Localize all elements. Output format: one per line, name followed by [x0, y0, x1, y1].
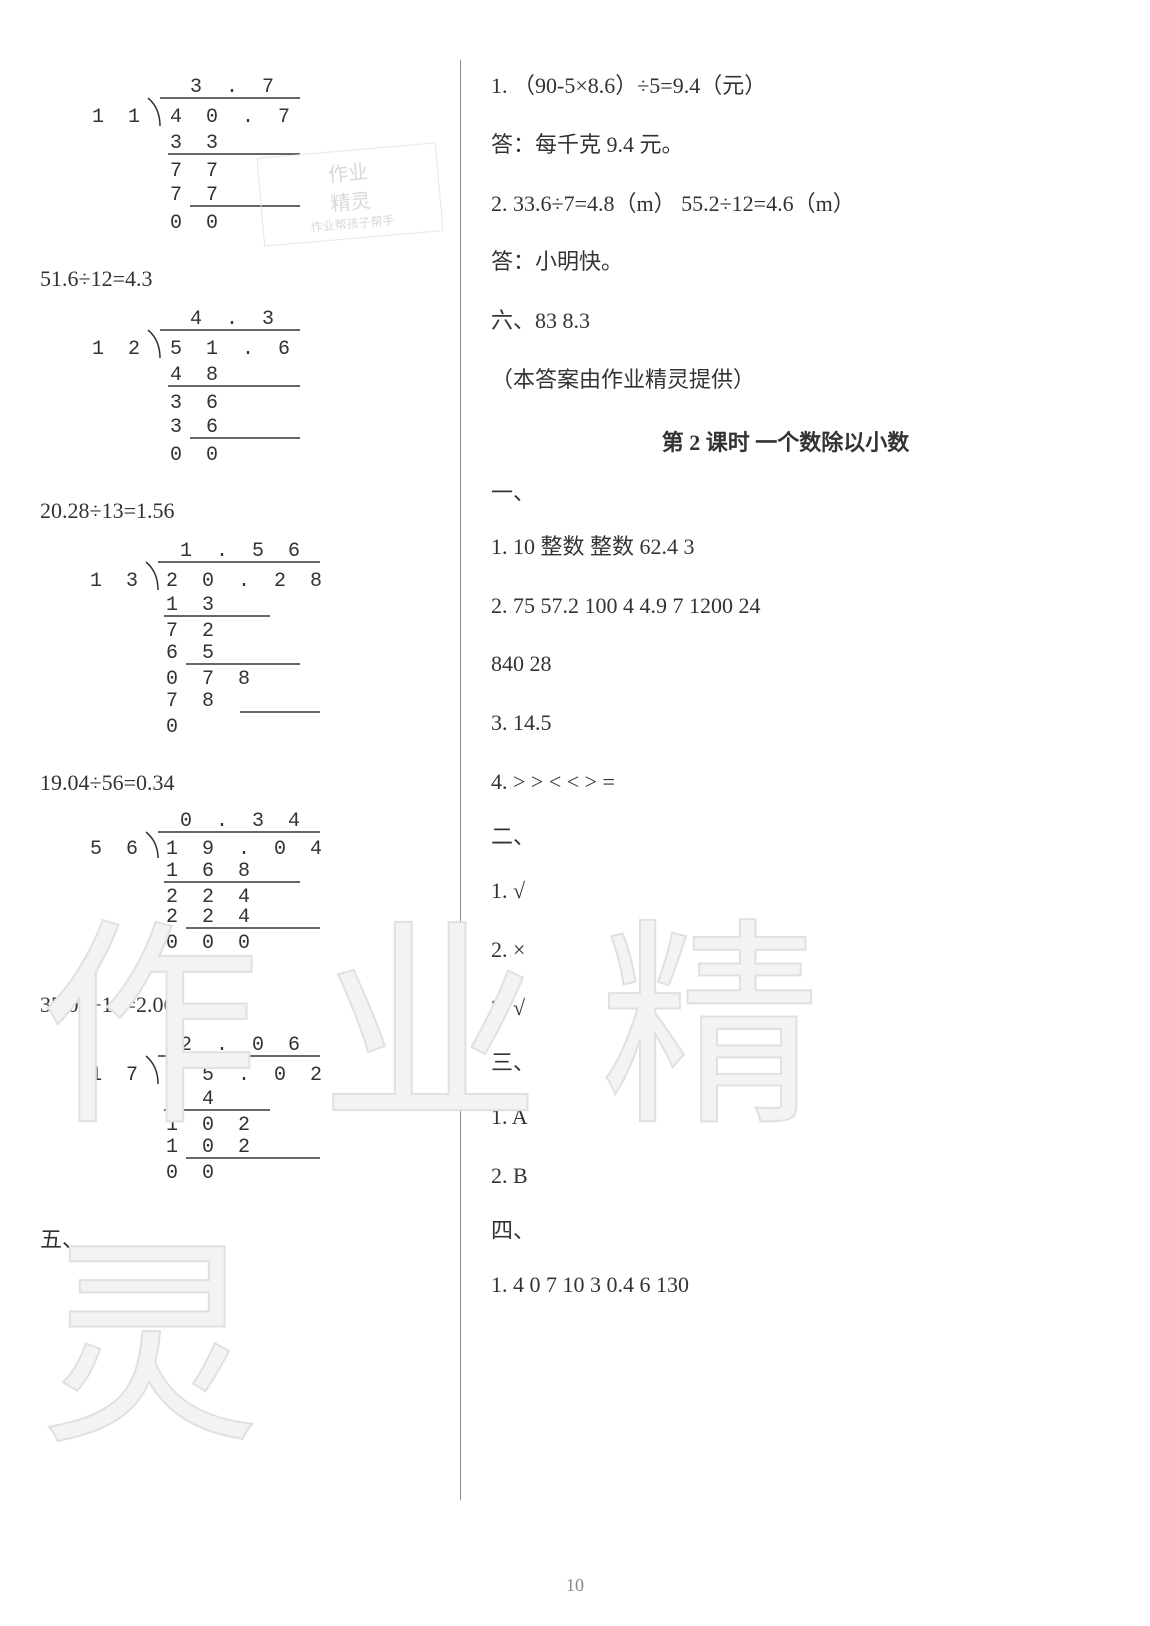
- ld1-quotient: 3 . 7: [190, 76, 280, 99]
- ld3-l4: 7 8: [166, 690, 220, 713]
- page-columns: 3 . 7 1 1 4 0 . 7 3 3 7 7 7 7 0 0 51.6÷1…: [0, 0, 1150, 1540]
- r1: 1. （90-5×8.6）÷5=9.4（元）: [491, 60, 1080, 113]
- long-division-1: 3 . 7 1 1 4 0 . 7 3 3 7 7 7 7 0 0: [40, 68, 320, 248]
- s1-3: 3. 14.5: [491, 697, 1080, 750]
- r5: 六、83 8.3: [491, 295, 1080, 348]
- ld5-l3: 0 0: [166, 1162, 220, 1185]
- ld3-quotient: 1 . 5 6: [180, 540, 306, 563]
- long-division-5: 2 . 0 6 1 7 3 5 . 0 2 3 4 1 0 2 1 0 2 0 …: [40, 1026, 340, 1206]
- ld3-l3: 0 7 8: [166, 668, 256, 691]
- section-four: 四、: [491, 1213, 1080, 1245]
- ld1-l1: 7 7: [170, 160, 224, 183]
- eq4: 35.02÷17=2.06: [40, 992, 450, 1018]
- ld4-l3: 0 0 0: [166, 932, 256, 955]
- ld4-l2: 2 2 4: [166, 906, 256, 929]
- long-division-3: 1 . 5 6 1 3 2 0 . 2 8 1 3 7 2 6 5 0 7 8 …: [40, 532, 340, 752]
- lesson-title: 第 2 课时 一个数除以小数: [491, 425, 1080, 457]
- section-five: 五、: [40, 1222, 450, 1254]
- page-number: 10: [0, 1575, 1150, 1596]
- ld3-l1: 7 2: [166, 620, 220, 643]
- ld4-quotient: 0 . 3 4: [180, 810, 306, 833]
- ld5-divisor: 1 7: [90, 1064, 144, 1087]
- ld1-dividend: 4 0 . 7: [170, 106, 296, 129]
- r6: （本答案由作业精灵提供）: [491, 354, 1080, 407]
- s1-4: 4. > > < < > =: [491, 756, 1080, 809]
- eq1: 51.6÷12=4.3: [40, 266, 450, 292]
- r4: 答：小明快。: [491, 236, 1080, 289]
- ld2-l0: 4 8: [170, 364, 224, 387]
- ld3-l0: 1 3: [166, 594, 220, 617]
- ld3-l2: 6 5: [166, 642, 220, 665]
- s1-2: 2. 75 57.2 100 4 4.9 7 1200 24: [491, 580, 1080, 633]
- ld3-dividend: 2 0 . 2 8: [166, 570, 328, 593]
- s2-1: 1. √: [491, 865, 1080, 918]
- ld2-l3: 0 0: [170, 444, 224, 467]
- s2-2: 2. ×: [491, 924, 1080, 977]
- ld5-dividend: 3 5 . 0 2: [166, 1064, 328, 1087]
- long-division-2: 4 . 3 1 2 5 1 . 6 4 8 3 6 3 6 0 0: [40, 300, 320, 480]
- section-three: 三、: [491, 1045, 1080, 1077]
- eq2: 20.28÷13=1.56: [40, 498, 450, 524]
- eq3: 19.04÷56=0.34: [40, 770, 450, 796]
- ld3-l5: 0: [166, 716, 184, 739]
- ld4-divisor: 5 6: [90, 838, 144, 861]
- s1-2b: 840 28: [491, 638, 1080, 691]
- ld5-quotient: 2 . 0 6: [180, 1034, 306, 1057]
- s1-1: 1. 10 整数 整数 62.4 3: [491, 521, 1080, 574]
- ld4-dividend: 1 9 . 0 4: [166, 838, 328, 861]
- ld1-l0: 3 3: [170, 132, 224, 155]
- section-one: 一、: [491, 475, 1080, 507]
- column-left: 3 . 7 1 1 4 0 . 7 3 3 7 7 7 7 0 0 51.6÷1…: [40, 60, 460, 1500]
- section-two: 二、: [491, 819, 1080, 851]
- ld2-quotient: 4 . 3: [190, 308, 280, 331]
- ld2-l2: 3 6: [170, 416, 224, 439]
- r2: 答：每千克 9.4 元。: [491, 119, 1080, 172]
- ld5-l0: 3 4: [166, 1088, 220, 1111]
- column-right: 1. （90-5×8.6）÷5=9.4（元） 答：每千克 9.4 元。 2. 3…: [460, 60, 1080, 1500]
- s2-3: 3. √: [491, 982, 1080, 1035]
- ld1-l3: 0 0: [170, 212, 224, 235]
- ld5-l2: 1 0 2: [166, 1136, 256, 1159]
- long-division-4: 0 . 3 4 5 6 1 9 . 0 4 1 6 8 2 2 4 2 2 4 …: [40, 804, 340, 974]
- ld4-l0: 1 6 8: [166, 860, 256, 883]
- ld5-l1: 1 0 2: [166, 1114, 256, 1137]
- r3: 2. 33.6÷7=4.8（m） 55.2÷12=4.6（m）: [491, 178, 1080, 231]
- ld3-divisor: 1 3: [90, 570, 144, 593]
- s3-1: 1. A: [491, 1091, 1080, 1144]
- s3-2: 2. B: [491, 1150, 1080, 1203]
- s4-1: 1. 4 0 7 10 3 0.4 6 130: [491, 1259, 1080, 1312]
- ld1-divisor: 1 1: [92, 106, 146, 129]
- ld2-divisor: 1 2: [92, 338, 146, 361]
- ld2-l1: 3 6: [170, 392, 224, 415]
- ld1-l2: 7 7: [170, 184, 224, 207]
- ld2-dividend: 5 1 . 6: [170, 338, 296, 361]
